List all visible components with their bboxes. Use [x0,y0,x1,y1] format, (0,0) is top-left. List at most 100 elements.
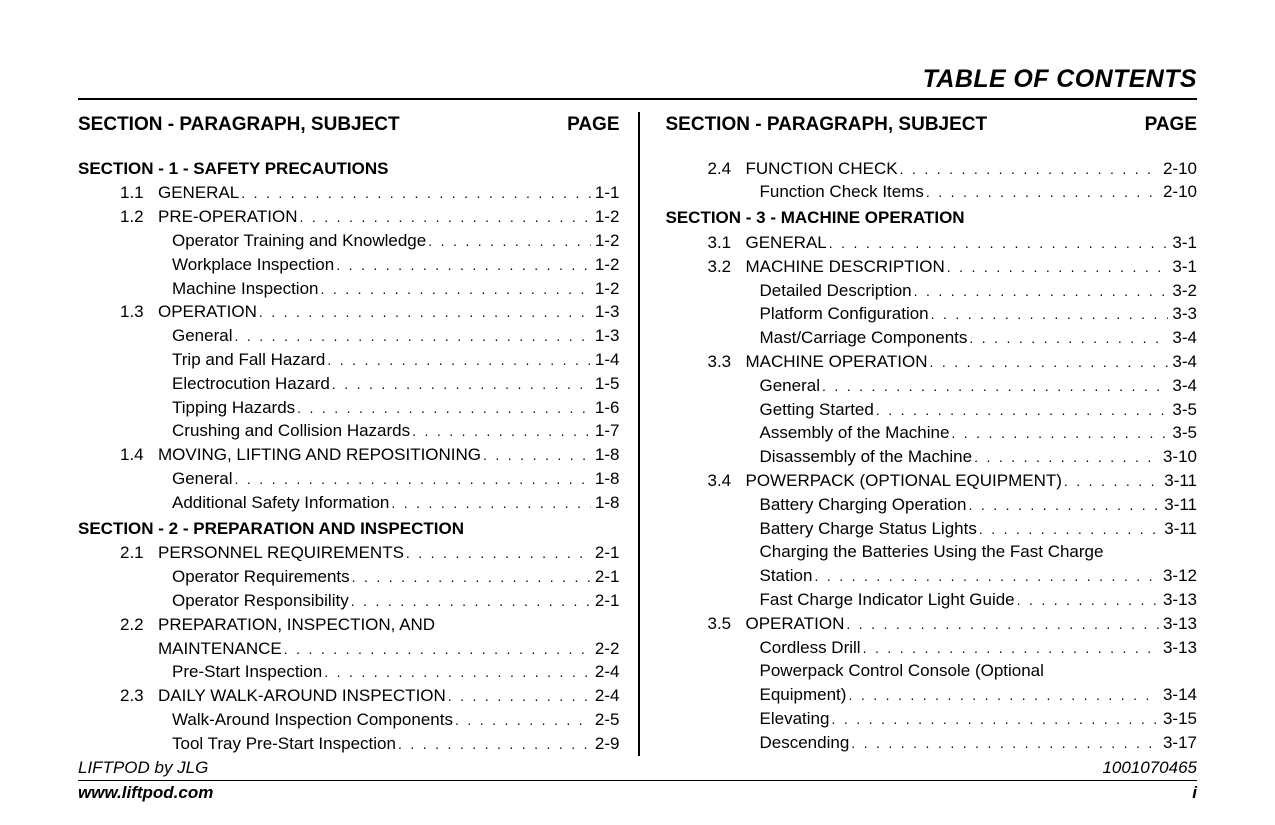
footer-rule [78,780,1197,781]
entry-page: 2-1 [591,541,620,565]
entry-page: 3-13 [1159,612,1197,636]
leader-dots: . . . . . . . . . . . . . . . . . . . . … [927,353,1168,373]
entry-page: 3-11 [1160,469,1197,493]
entry-label: Fast Charge Indicator Light Guide [760,588,1015,612]
leader-dots: . . . . . . . . . . . . . . . . . . . . … [972,448,1159,468]
toc-entry: Fast Charge Indicator Light Guide. . . .… [666,588,1198,612]
toc-entry: Assembly of the Machine. . . . . . . . .… [666,421,1198,445]
toc-entry: Descending. . . . . . . . . . . . . . . … [666,731,1198,755]
entry-page: 3-17 [1159,731,1197,755]
leader-dots: . . . . . . . . . . . . . . . . . . . . … [404,544,591,564]
entry-label: General [760,374,820,398]
toc-entry: Machine Inspection. . . . . . . . . . . … [78,277,620,301]
toc-entry: Battery Charge Status Lights. . . . . . … [666,517,1198,541]
toc-entry: Powerpack Control Console (Optional [666,659,1198,683]
leader-dots: . . . . . . . . . . . . . . . . . . . . … [812,567,1159,587]
toc-entry: Electrocution Hazard. . . . . . . . . . … [78,372,620,396]
column-header: SECTION - PARAGRAPH, SUBJECT PAGE [78,112,620,139]
entry-page: 1-5 [591,372,620,396]
entry-page: 1-8 [591,467,620,491]
toc-entry: 3.4POWERPACK (OPTIONAL EQUIPMENT). . . .… [666,469,1198,493]
entry-page: 2-1 [591,565,620,589]
entry-label: Battery Charging Operation [760,493,967,517]
leader-dots: . . . . . . . . . . . . . . . . . . . . … [1015,591,1159,611]
entry-page: 3-13 [1159,636,1197,660]
toc-entry: Getting Started. . . . . . . . . . . . .… [666,398,1198,422]
footer-product: LIFTPOD by JLG [78,758,208,778]
leader-dots: . . . . . . . . . . . . . . . . . . . . … [481,446,591,466]
entry-page: 1-3 [591,300,620,324]
leader-dots: . . . . . . . . . . . . . . . . . . . . … [829,710,1159,730]
entry-page: 2-4 [591,684,620,708]
entry-label: Platform Configuration [760,302,929,326]
entry-label: Function Check Items [760,180,924,204]
toc-col-left: SECTION - PARAGRAPH, SUBJECT PAGE SECTIO… [78,112,638,756]
toc-entry: 1.2PRE-OPERATION. . . . . . . . . . . . … [78,205,620,229]
leader-dots: . . . . . . . . . . . . . . . . . . . . … [282,640,591,660]
entry-page: 2-2 [591,637,620,661]
entry-number: 1.4 [120,443,158,467]
toc-entry: 1.4MOVING, LIFTING AND REPOSITIONING. . … [78,443,620,467]
entry-page: 1-2 [591,253,620,277]
leader-dots: . . . . . . . . . . . . . . . . . . . . … [334,256,591,276]
entry-label: Getting Started [760,398,874,422]
toc-entry: Additional Safety Information. . . . . .… [78,491,620,515]
entry-number: 1.2 [120,205,158,229]
entry-label: POWERPACK (OPTIONAL EQUIPMENT) [746,469,1062,493]
entry-page: 3-11 [1160,517,1197,541]
toc-entry: Station. . . . . . . . . . . . . . . . .… [666,564,1198,588]
entry-page: 1-7 [591,419,620,443]
toc-col-right: SECTION - PARAGRAPH, SUBJECT PAGE 2.4FUN… [638,112,1198,756]
leader-dots: . . . . . . . . . . . . . . . . . . . . … [820,377,1168,397]
toc-entry: Operator Responsibility. . . . . . . . .… [78,589,620,613]
entry-page: 3-14 [1159,683,1197,707]
entry-label: General [172,467,232,491]
colhead-right: PAGE [1145,112,1197,139]
toc-entry: Crushing and Collision Hazards. . . . . … [78,419,620,443]
toc-entry: 3.3MACHINE OPERATION. . . . . . . . . . … [666,350,1198,374]
entry-label: Trip and Fall Hazard [172,348,325,372]
entry-number: 2.3 [120,684,158,708]
toc-entry: 1.3OPERATION. . . . . . . . . . . . . . … [78,300,620,324]
entry-label: Station [760,564,813,588]
leader-dots: . . . . . . . . . . . . . . . . . . . . … [453,711,591,731]
entry-label: Assembly of the Machine [760,421,950,445]
toc-entry: Function Check Items. . . . . . . . . . … [666,180,1198,204]
entry-number: 1.1 [120,181,158,205]
entry-label: Disassembly of the Machine [760,445,973,469]
entry-label: Electrocution Hazard [172,372,330,396]
entry-label: Descending [760,731,850,755]
toc-entry: 2.1PERSONNEL REQUIREMENTS. . . . . . . .… [78,541,620,565]
entry-page: 3-1 [1168,231,1197,255]
entry-label: Operator Responsibility [172,589,349,613]
entry-label: GENERAL [158,181,239,205]
entry-page: 3-3 [1168,302,1197,326]
entry-number: 2.4 [708,157,746,181]
entry-page: 1-1 [591,181,620,205]
toc-entry: Operator Requirements. . . . . . . . . .… [78,565,620,589]
entry-number: 3.1 [708,231,746,255]
entry-label: Operator Requirements [172,565,350,589]
entry-number: 1.3 [120,300,158,324]
leader-dots: . . . . . . . . . . . . . . . . . . . . … [874,401,1169,421]
entry-page: 1-2 [591,277,620,301]
page-title: TABLE OF CONTENTS [78,65,1197,98]
leader-dots: . . . . . . . . . . . . . . . . . . . . … [924,183,1159,203]
entry-label: GENERAL [746,231,827,255]
entry-label: Powerpack Control Console (Optional [760,659,1044,683]
toc-entry: Disassembly of the Machine. . . . . . . … [666,445,1198,469]
entry-page: 3-4 [1168,326,1197,350]
leader-dots: . . . . . . . . . . . . . . . . . . . . … [426,232,591,252]
leader-dots: . . . . . . . . . . . . . . . . . . . . … [257,303,591,323]
toc-entry: 2.3DAILY WALK-AROUND INSPECTION. . . . .… [78,684,620,708]
entry-page: 3-11 [1160,493,1197,517]
entry-number: 3.3 [708,350,746,374]
toc-entry: Trip and Fall Hazard. . . . . . . . . . … [78,348,620,372]
leader-dots: . . . . . . . . . . . . . . . . . . . . … [846,686,1159,706]
entry-page: 3-5 [1168,398,1197,422]
entry-label: Tipping Hazards [172,396,295,420]
colhead-left: SECTION - PARAGRAPH, SUBJECT [666,112,988,139]
entry-page: 3-13 [1159,588,1197,612]
entry-label: General [172,324,232,348]
leader-dots: . . . . . . . . . . . . . . . . . . . . … [389,494,591,514]
